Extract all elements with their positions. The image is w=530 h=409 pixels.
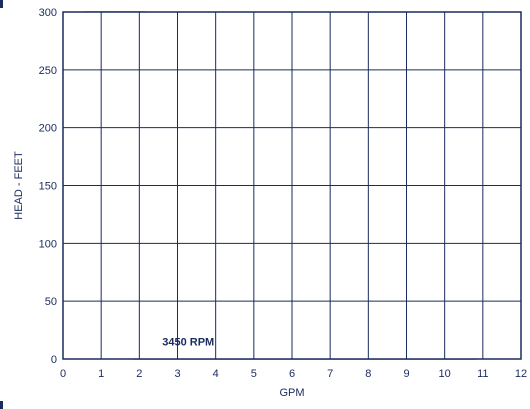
y-tick-label: 250 — [39, 65, 57, 77]
left-edge-mark-bottom — [0, 401, 3, 409]
x-tick-label: 8 — [365, 368, 371, 380]
left-edge-mark-top — [0, 0, 3, 8]
grid-layer — [62, 11, 522, 360]
y-tick-label: 300 — [39, 7, 57, 19]
annotation-layer: 3450 RPM — [162, 337, 214, 349]
x-tick-label: 3 — [174, 368, 180, 380]
x-tick-label: 6 — [289, 368, 295, 380]
x-axis-title: GPM — [279, 387, 304, 399]
y-tick-label: 150 — [39, 181, 57, 193]
x-tick-label: 10 — [439, 368, 451, 380]
x-tick-label: 7 — [327, 368, 333, 380]
x-tick-label: 12 — [515, 368, 527, 380]
y-tick-label: 0 — [51, 354, 57, 366]
x-tick-labels: 0 1 2 3 4 5 6 7 8 9 10 11 12 — [60, 368, 527, 380]
y-tick-labels: 0 50 100 150 200 250 300 — [39, 7, 57, 366]
y-axis-title: HEAD - FEET — [13, 151, 25, 220]
y-tick-label: 50 — [45, 296, 57, 308]
y-tick-label: 100 — [39, 238, 57, 250]
y-tick-label: 200 — [39, 123, 57, 135]
x-tick-label: 11 — [477, 368, 488, 380]
x-tick-label: 4 — [213, 368, 219, 380]
x-tick-label: 2 — [136, 368, 142, 380]
x-tick-label: 5 — [251, 368, 257, 380]
x-tick-label: 0 — [60, 368, 66, 380]
x-tick-label: 1 — [98, 368, 104, 380]
plot-frame — [62, 11, 522, 360]
rpm-annotation: 3450 RPM — [162, 337, 214, 349]
x-tick-label: 9 — [403, 368, 409, 380]
